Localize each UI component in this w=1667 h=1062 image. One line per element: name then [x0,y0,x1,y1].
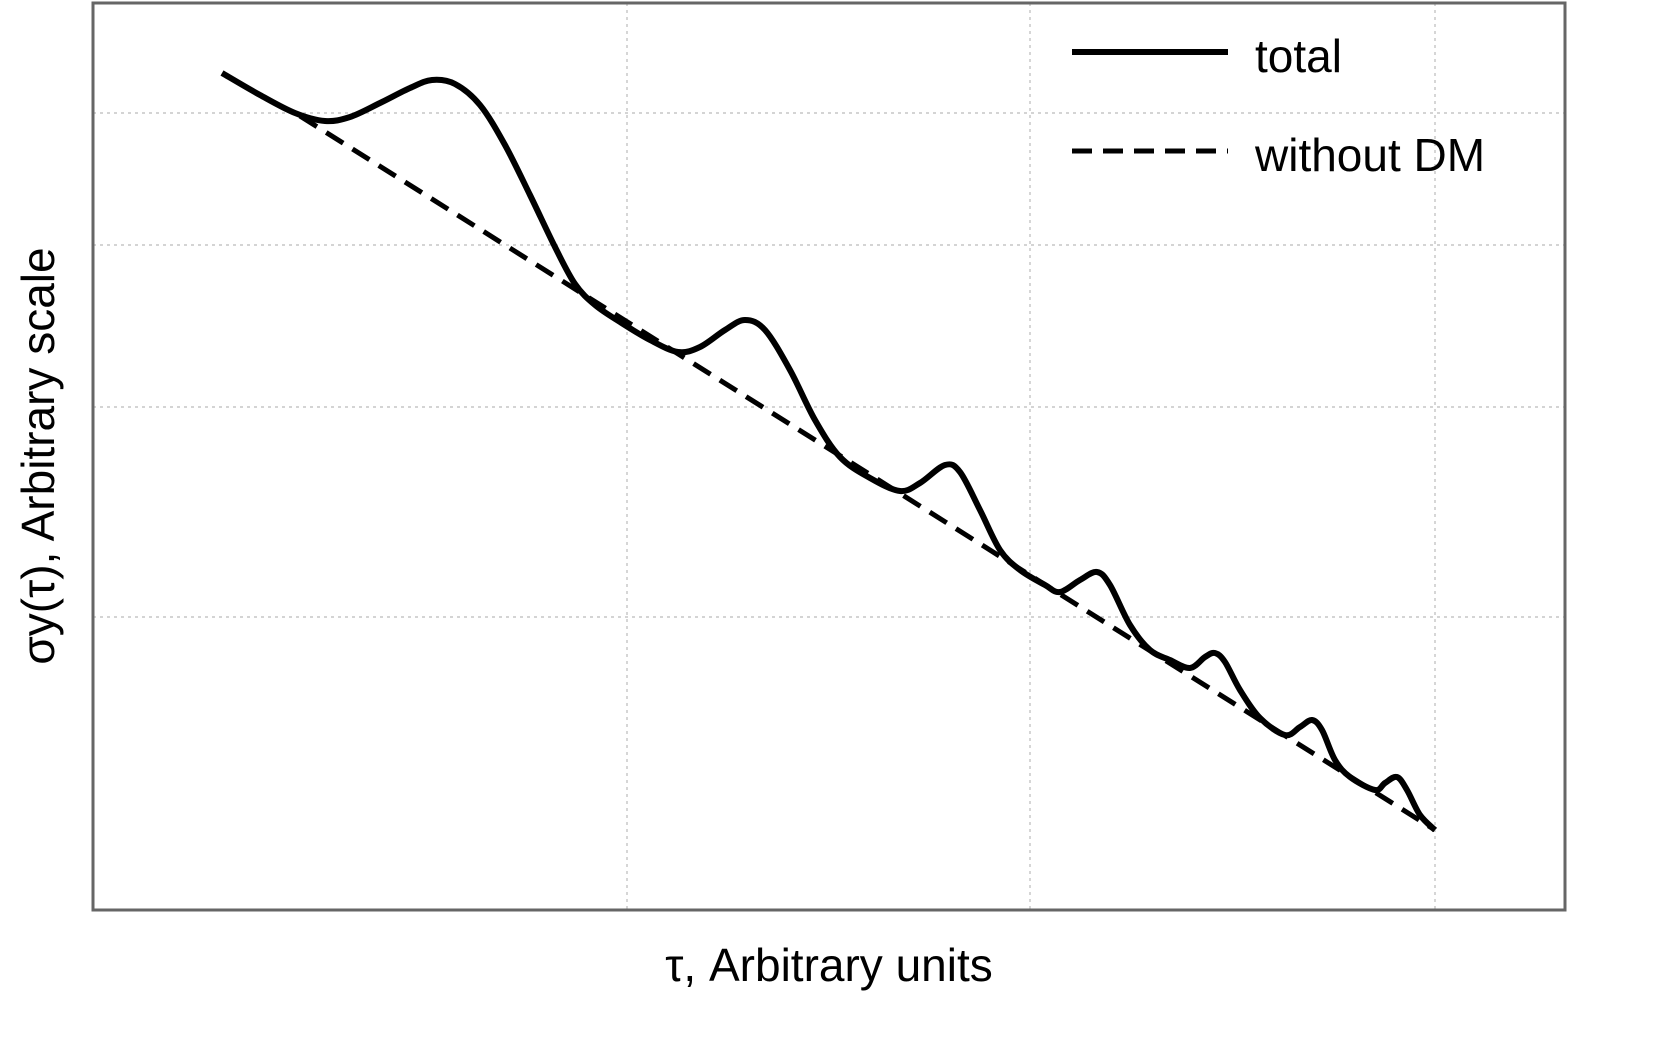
series-group [220,70,1438,833]
plot-frame [91,1,1567,912]
x-axis-label: τ, Arbitrary units [665,939,993,991]
legend: total without DM [1072,30,1485,181]
legend-label-without-dm: without DM [1254,129,1485,181]
series-line-without-dm [298,113,1437,833]
grid [93,3,1565,910]
legend-label-total: total [1255,30,1342,82]
series-line-total [220,70,1438,833]
y-axis-label: σy(τ), Arbitrary scale [12,247,64,665]
